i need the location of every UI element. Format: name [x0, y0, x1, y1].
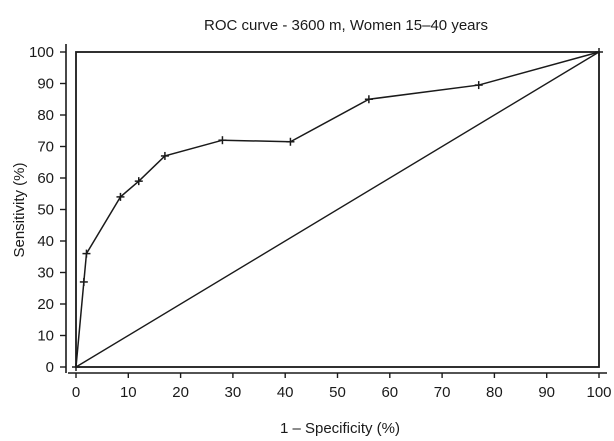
- y-tick-label: 20: [37, 296, 54, 313]
- x-tick-label: 80: [486, 384, 503, 401]
- x-axis-label: 1 – Specificity (%): [280, 420, 400, 437]
- y-tick-label: 80: [37, 107, 54, 124]
- x-tick-label: 50: [329, 384, 346, 401]
- x-tick-label: 70: [434, 384, 451, 401]
- x-tick-label: 20: [172, 384, 189, 401]
- roc-point-marker: [72, 363, 80, 371]
- y-tick-label: 0: [46, 359, 54, 376]
- roc-point-marker: [79, 277, 88, 286]
- y-tick-label: 70: [37, 139, 54, 156]
- frame-rectangle: [75, 51, 600, 368]
- y-tick-label: 50: [37, 202, 54, 219]
- x-tick-label: 60: [381, 384, 398, 401]
- chart-plot-area: [72, 48, 603, 371]
- y-tick-label: 10: [37, 328, 54, 345]
- roc-point-marker: [116, 192, 125, 201]
- x-tick-label: 100: [586, 384, 611, 401]
- reference-diagonal-line: [75, 51, 600, 368]
- roc-point-marker: [160, 151, 169, 160]
- y-axis-label: Sensitivity (%): [11, 162, 28, 257]
- roc-point-marker: [474, 81, 483, 90]
- y-tick-label: 60: [37, 170, 54, 187]
- x-tick-label: 90: [538, 384, 555, 401]
- x-tick-label: 10: [120, 384, 137, 401]
- y-tick-label: 40: [37, 233, 54, 250]
- chart-title: ROC curve - 3600 m, Women 15–40 years: [204, 17, 488, 34]
- y-tick-label: 100: [29, 44, 54, 61]
- x-tick-label: 0: [72, 384, 80, 401]
- y-tick-label: 30: [37, 265, 54, 282]
- roc-point-marker: [82, 249, 91, 258]
- roc-point-marker: [286, 137, 295, 146]
- roc-point-marker: [134, 177, 143, 186]
- x-tick-label: 40: [277, 384, 294, 401]
- chart-ticks: 0 10 20 30 40 50 60 70 80 90 100 0 10 20 30 40 50 60 70 80 9…: [29, 44, 612, 401]
- roc-point-marker: [364, 95, 373, 104]
- roc-point-marker: [218, 136, 227, 145]
- roc-point-marker: [595, 48, 603, 56]
- y-tick-label: 90: [37, 76, 54, 93]
- x-tick-label: 30: [225, 384, 242, 401]
